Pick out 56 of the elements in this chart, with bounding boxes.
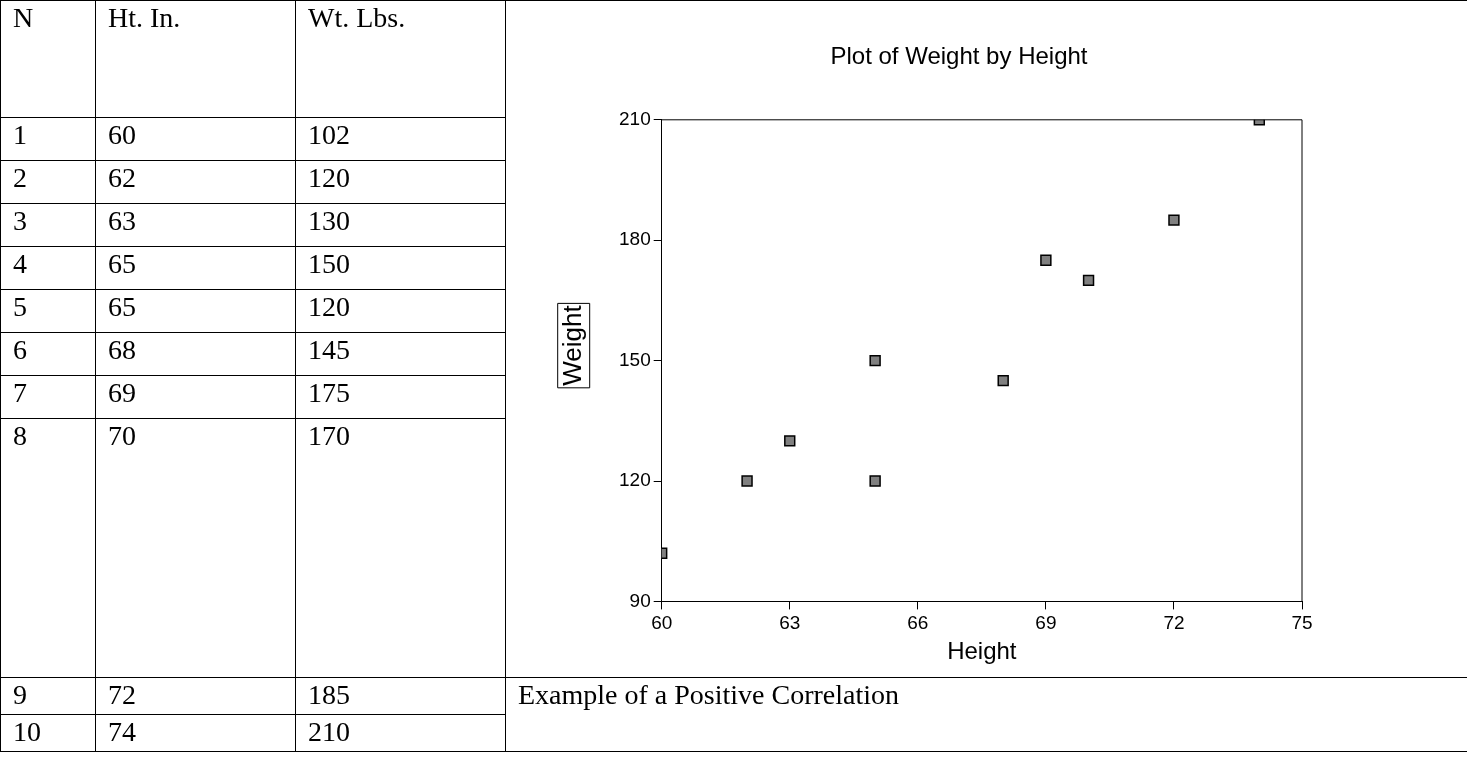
text: 145 <box>295 332 506 376</box>
y-tick-label: 180 <box>619 228 651 250</box>
text: 69 <box>95 375 296 419</box>
point <box>869 475 881 487</box>
x-tick-label: 72 <box>1163 612 1185 634</box>
y-tick-label: 120 <box>619 469 651 491</box>
y-tick-label: 210 <box>619 108 651 130</box>
text: N <box>0 0 96 118</box>
point <box>869 354 881 367</box>
x-tick-label: 69 <box>1035 612 1057 634</box>
point <box>1040 254 1052 266</box>
text: 175 <box>295 375 506 419</box>
text: 5 <box>0 289 96 333</box>
x-tick-label: 66 <box>907 612 929 634</box>
point <box>1082 274 1095 287</box>
text: 63 <box>95 203 296 247</box>
y-axis-title: Weight <box>556 304 587 386</box>
text: 7 <box>0 375 96 419</box>
text: Example of a Positive Correlation <box>505 677 1467 752</box>
text: 10 <box>0 714 96 752</box>
text: 185 <box>295 677 506 715</box>
text: 65 <box>95 246 296 290</box>
point <box>741 475 753 487</box>
text: 9 <box>0 677 96 715</box>
text: 65 <box>95 289 296 333</box>
y-tick-label: 150 <box>619 348 651 370</box>
text: 60 <box>95 117 296 161</box>
text: 150 <box>295 246 506 290</box>
text: 210 <box>295 714 506 752</box>
point <box>784 435 796 447</box>
text: 68 <box>95 332 296 376</box>
text: 72 <box>95 677 296 715</box>
x-tick-label: 75 <box>1291 612 1313 634</box>
text: 62 <box>95 160 296 204</box>
text: 102 <box>295 117 506 161</box>
text: 120 <box>295 160 506 204</box>
point <box>997 374 1009 387</box>
text: Wt. Lbs. <box>295 0 506 118</box>
text: 120 <box>295 289 506 333</box>
text: 8 <box>0 418 96 678</box>
x-axis-title: Height <box>947 637 1017 665</box>
text: 1 <box>0 117 96 161</box>
text: 130 <box>295 203 506 247</box>
text: 74 <box>95 714 296 752</box>
x-tick-label: 60 <box>651 612 673 634</box>
chart-title: Plot of Weight by Height <box>830 42 1088 70</box>
text: 70 <box>95 418 296 678</box>
point <box>1168 214 1180 226</box>
text: 2 <box>0 160 96 204</box>
text: 6 <box>0 332 96 376</box>
text: 4 <box>0 246 96 290</box>
y-tick-label: 90 <box>629 589 651 611</box>
text: 3 <box>0 203 96 247</box>
x-tick-label: 63 <box>779 612 801 634</box>
text: 170 <box>295 418 506 678</box>
text: Ht. In. <box>95 0 296 118</box>
